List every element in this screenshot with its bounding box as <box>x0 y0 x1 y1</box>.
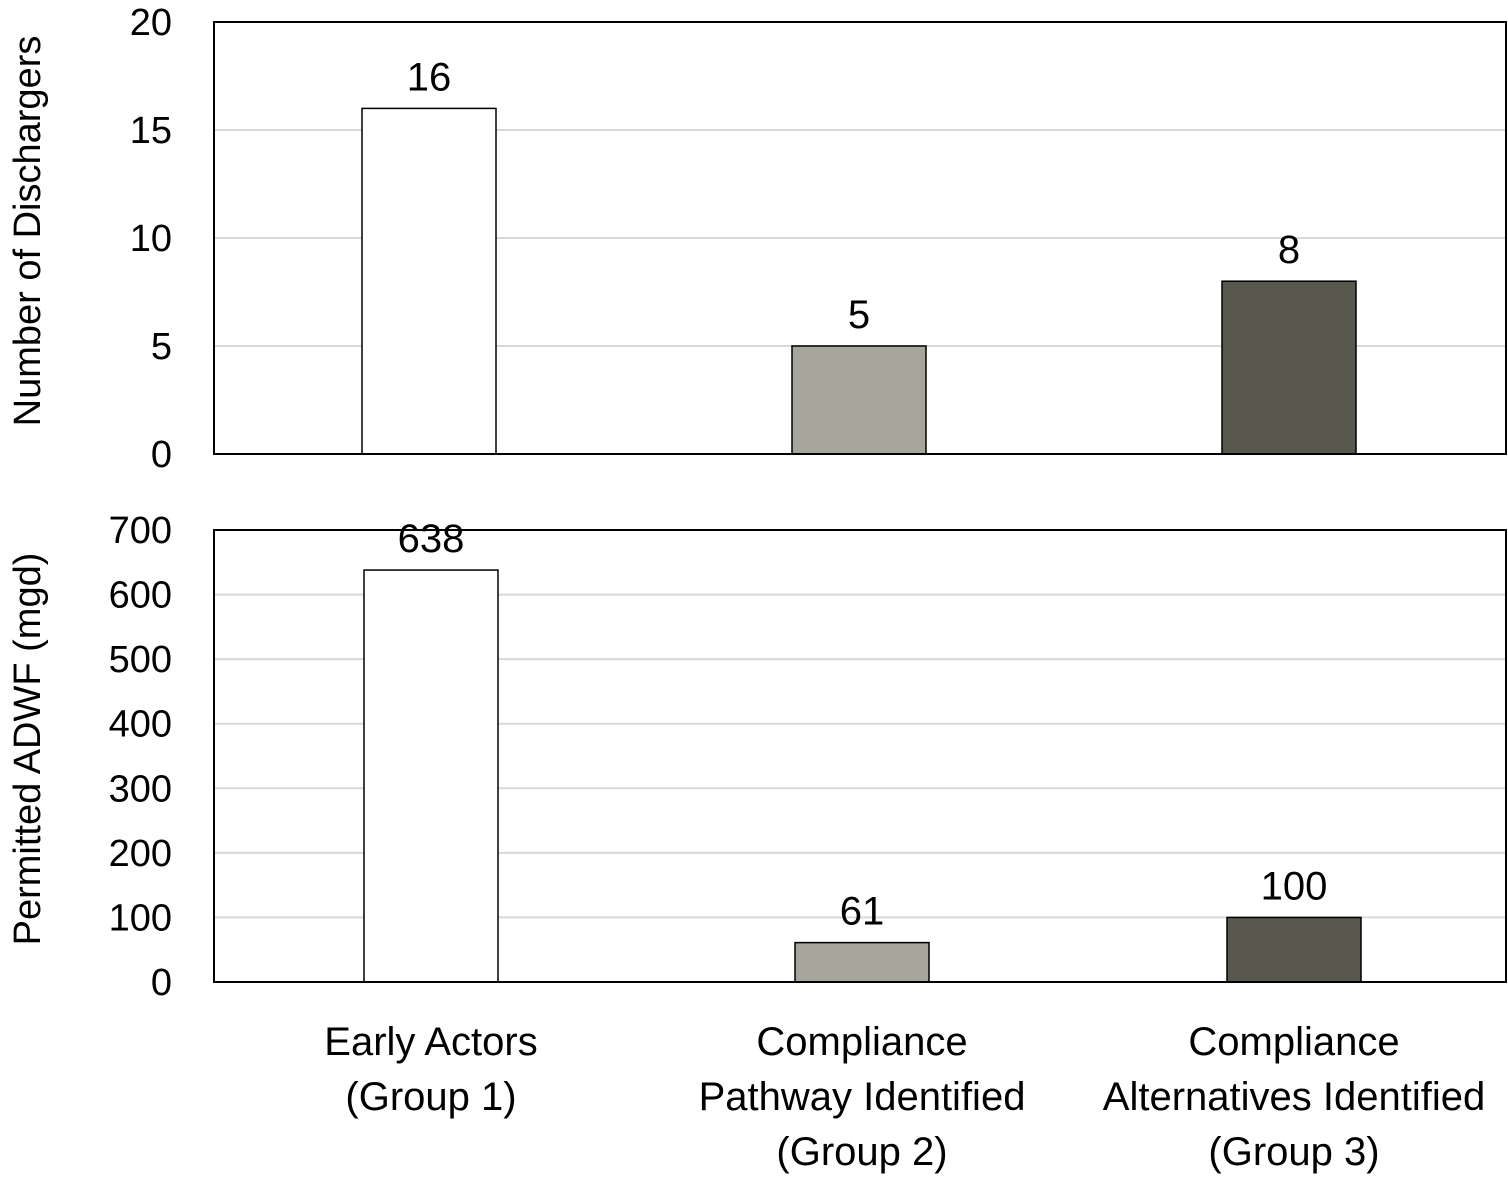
y-tick-label: 400 <box>109 704 172 746</box>
y-axis-label-adwf: Permitted ADWF (mgd) <box>7 553 49 946</box>
y-tick-label: 700 <box>109 510 172 552</box>
x-category-label-line: (Group 2) <box>776 1130 947 1174</box>
data-label-adwf-group-1: 638 <box>398 517 465 561</box>
x-category-label-line: (Group 1) <box>345 1075 516 1119</box>
y-tick-label: 0 <box>151 962 172 1004</box>
x-axis-categories: Early Actors (Group 1) Compliance Pathway I… <box>324 1020 1485 1174</box>
bar-adwf-group-1 <box>363 569 499 983</box>
y-tick-label: 300 <box>109 768 172 810</box>
data-label-dischargers-group-3: 8 <box>1278 228 1300 272</box>
bar-dischargers-group-1 <box>361 107 497 455</box>
bar-dischargers-group-2 <box>791 345 927 455</box>
data-label-adwf-group-3: 100 <box>1261 864 1328 908</box>
y-tick-label: 0 <box>151 434 172 476</box>
plot-frame <box>213 529 1507 983</box>
bar-adwf-group-3 <box>1226 916 1362 983</box>
y-tick-label: 10 <box>130 218 172 260</box>
x-category-label-line: (Group 3) <box>1208 1130 1379 1174</box>
panel-dischargers: 16 5 8 0 5 10 15 20 Number of Dischargers <box>7 2 1507 476</box>
y-tick-label: 15 <box>130 110 172 152</box>
x-category-label-line: Compliance <box>756 1020 967 1064</box>
data-label-dischargers-group-1: 16 <box>407 55 452 99</box>
plot-frame <box>213 21 1507 455</box>
x-category-label-line: Early Actors <box>324 1020 537 1064</box>
y-tick-label: 100 <box>109 897 172 939</box>
y-tick-label: 20 <box>130 2 172 44</box>
y-tick-label: 200 <box>109 833 172 875</box>
panel-adwf: 638 61 100 0 100 200 300 400 500 600 700 Permitted … <box>7 510 1507 1004</box>
y-tick-label: 500 <box>109 639 172 681</box>
y-axis-label-dischargers: Number of Dischargers <box>7 36 49 427</box>
x-category-label-group-2: Compliance Pathway Identified (Group 2) <box>699 1020 1026 1174</box>
data-label-dischargers-group-2: 5 <box>848 293 870 337</box>
x-category-label-line: Pathway Identified <box>699 1075 1026 1119</box>
x-category-label-group-1: Early Actors (Group 1) <box>324 1020 537 1119</box>
data-label-adwf-group-2: 61 <box>840 890 885 934</box>
x-category-label-line: Alternatives Identified <box>1103 1075 1485 1119</box>
y-tick-label: 600 <box>109 575 172 617</box>
x-category-label-group-3: Compliance Alternatives Identified (Group … <box>1103 1020 1485 1174</box>
y-tick-label: 5 <box>151 326 172 368</box>
bar-adwf-group-2 <box>794 941 930 983</box>
bar-dischargers-group-3 <box>1221 280 1357 455</box>
x-category-label-line: Compliance <box>1188 1020 1399 1064</box>
